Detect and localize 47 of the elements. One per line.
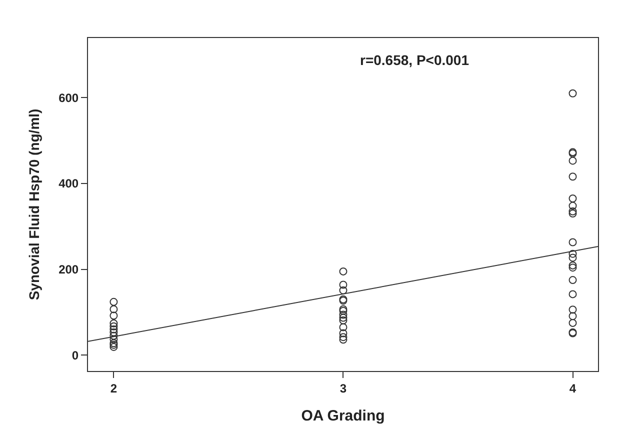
point xyxy=(568,194,577,202)
point xyxy=(110,322,118,330)
point xyxy=(568,89,577,98)
point xyxy=(568,250,577,258)
point xyxy=(568,312,577,320)
point xyxy=(339,333,348,342)
y-tick-label: 200 xyxy=(58,262,79,276)
point xyxy=(568,254,577,262)
point xyxy=(568,172,577,181)
point xyxy=(568,202,577,210)
point xyxy=(568,207,577,216)
point xyxy=(339,310,348,319)
point xyxy=(568,276,577,284)
point xyxy=(568,210,577,218)
point xyxy=(339,267,348,276)
annotation: r=0.658, P<0.001 xyxy=(360,52,470,68)
point xyxy=(339,329,348,338)
point xyxy=(568,156,577,165)
point xyxy=(110,332,118,340)
point xyxy=(339,280,348,289)
point xyxy=(339,323,348,332)
point xyxy=(339,286,348,294)
y-axis-title: Synovial Fluid Hsp70 (ng/ml) xyxy=(26,108,42,300)
point xyxy=(110,328,118,336)
point xyxy=(110,312,118,320)
point xyxy=(110,342,118,351)
point xyxy=(568,306,577,314)
point xyxy=(110,325,118,334)
point xyxy=(339,336,348,344)
y-tick-label: 0 xyxy=(72,348,79,362)
point xyxy=(568,238,577,246)
point xyxy=(339,314,348,322)
x-axis-title: OA Grading xyxy=(301,407,385,424)
y-tick-label: 600 xyxy=(58,90,79,105)
point xyxy=(568,318,577,327)
x-tick-label: 2 xyxy=(110,381,118,396)
x-tick-label: 3 xyxy=(340,381,347,396)
point xyxy=(339,316,348,324)
point xyxy=(110,298,118,306)
point xyxy=(568,264,577,272)
point xyxy=(110,305,118,314)
point xyxy=(110,319,118,328)
point xyxy=(568,261,577,270)
point xyxy=(568,290,577,298)
point xyxy=(110,335,118,344)
x-tick-label: 4 xyxy=(569,381,576,396)
y-tick-label: 400 xyxy=(58,176,79,191)
